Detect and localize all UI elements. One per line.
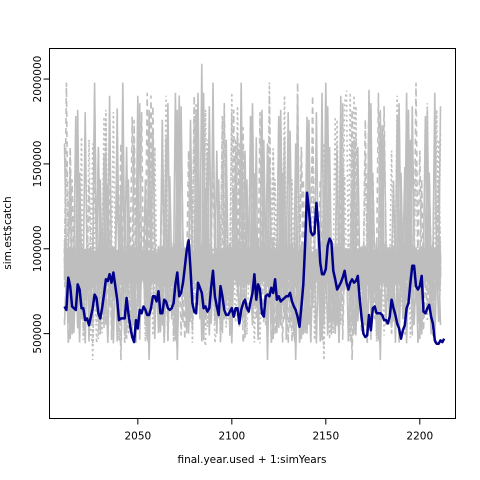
simulation-line xyxy=(63,95,442,346)
x-tick-label: 2150 xyxy=(312,431,339,443)
simulation-line xyxy=(63,109,442,343)
y-axis-title: sim.est$catch xyxy=(2,196,14,269)
highlight-series xyxy=(63,191,446,346)
y-tick-label: 1500000 xyxy=(32,141,44,188)
x-tick-label: 2100 xyxy=(218,431,245,443)
highlight-line xyxy=(63,191,446,346)
y-tick-label: 500000 xyxy=(32,314,44,354)
y-tick-label: 1000000 xyxy=(32,225,44,272)
x-axis-title: final.year.used + 1:simYears xyxy=(177,454,326,466)
x-tick-label: 2050 xyxy=(124,431,151,443)
plot-frame xyxy=(49,48,456,419)
y-axis: 500000 1000000 1500000 2000000 xyxy=(32,56,50,354)
x-axis: 2050 2100 2150 2200 xyxy=(124,418,433,443)
simulation-lines xyxy=(63,63,442,361)
y-tick-label: 2000000 xyxy=(32,56,44,103)
x-tick-label: 2200 xyxy=(406,431,433,443)
